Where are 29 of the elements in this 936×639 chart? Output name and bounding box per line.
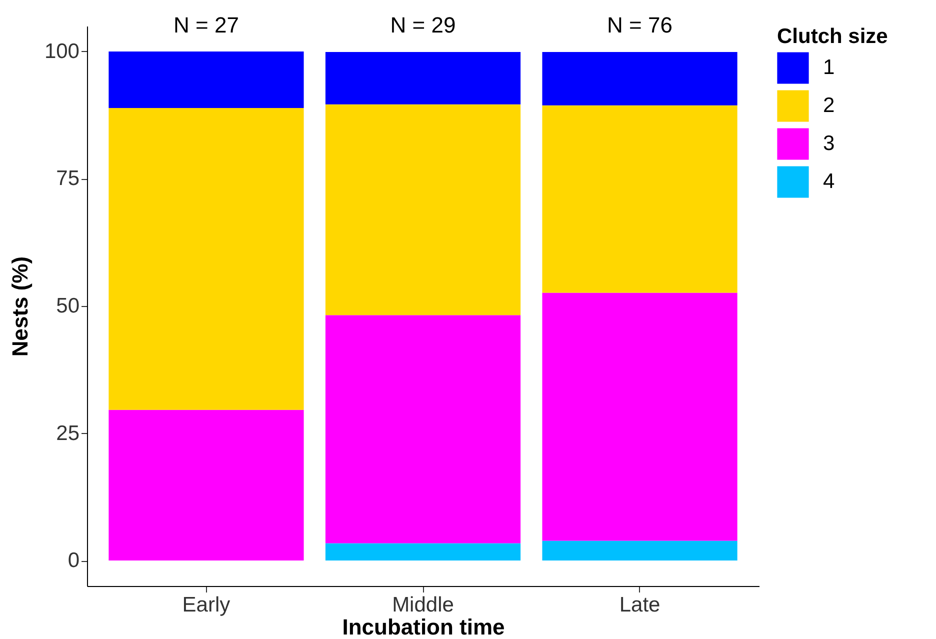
bar (108, 108, 304, 410)
bar (108, 51, 304, 108)
y-tick-label: 0 (68, 549, 80, 572)
x-tick-label: Middle (392, 594, 454, 616)
annotation: N = 76 (607, 12, 672, 38)
bar (108, 410, 304, 561)
annotation: N = 27 (174, 12, 239, 38)
bar (542, 105, 738, 293)
y-tick-label: 50 (56, 294, 80, 318)
bar (325, 543, 521, 561)
x-axis-title: Incubation time (342, 614, 505, 639)
x-tick-label: Late (619, 594, 660, 616)
legend-label: 1 (823, 56, 835, 79)
y-tick-label: 75 (56, 167, 80, 190)
legend-label: 2 (823, 94, 835, 117)
y-tick-label: 100 (44, 40, 80, 63)
x-tick-label: Early (182, 594, 231, 616)
annotation: N = 29 (390, 12, 456, 38)
bar (542, 52, 738, 106)
bar (325, 52, 521, 104)
bar (542, 292, 738, 541)
legend-title: Clutch size (777, 25, 888, 48)
y-tick-label: 25 (56, 422, 80, 445)
bar (325, 104, 521, 316)
y-axis-title: Nests (%) (7, 256, 32, 357)
legend-label: 3 (823, 132, 835, 155)
legend-label: 4 (823, 170, 835, 193)
bar (542, 540, 738, 561)
bar (325, 315, 521, 544)
